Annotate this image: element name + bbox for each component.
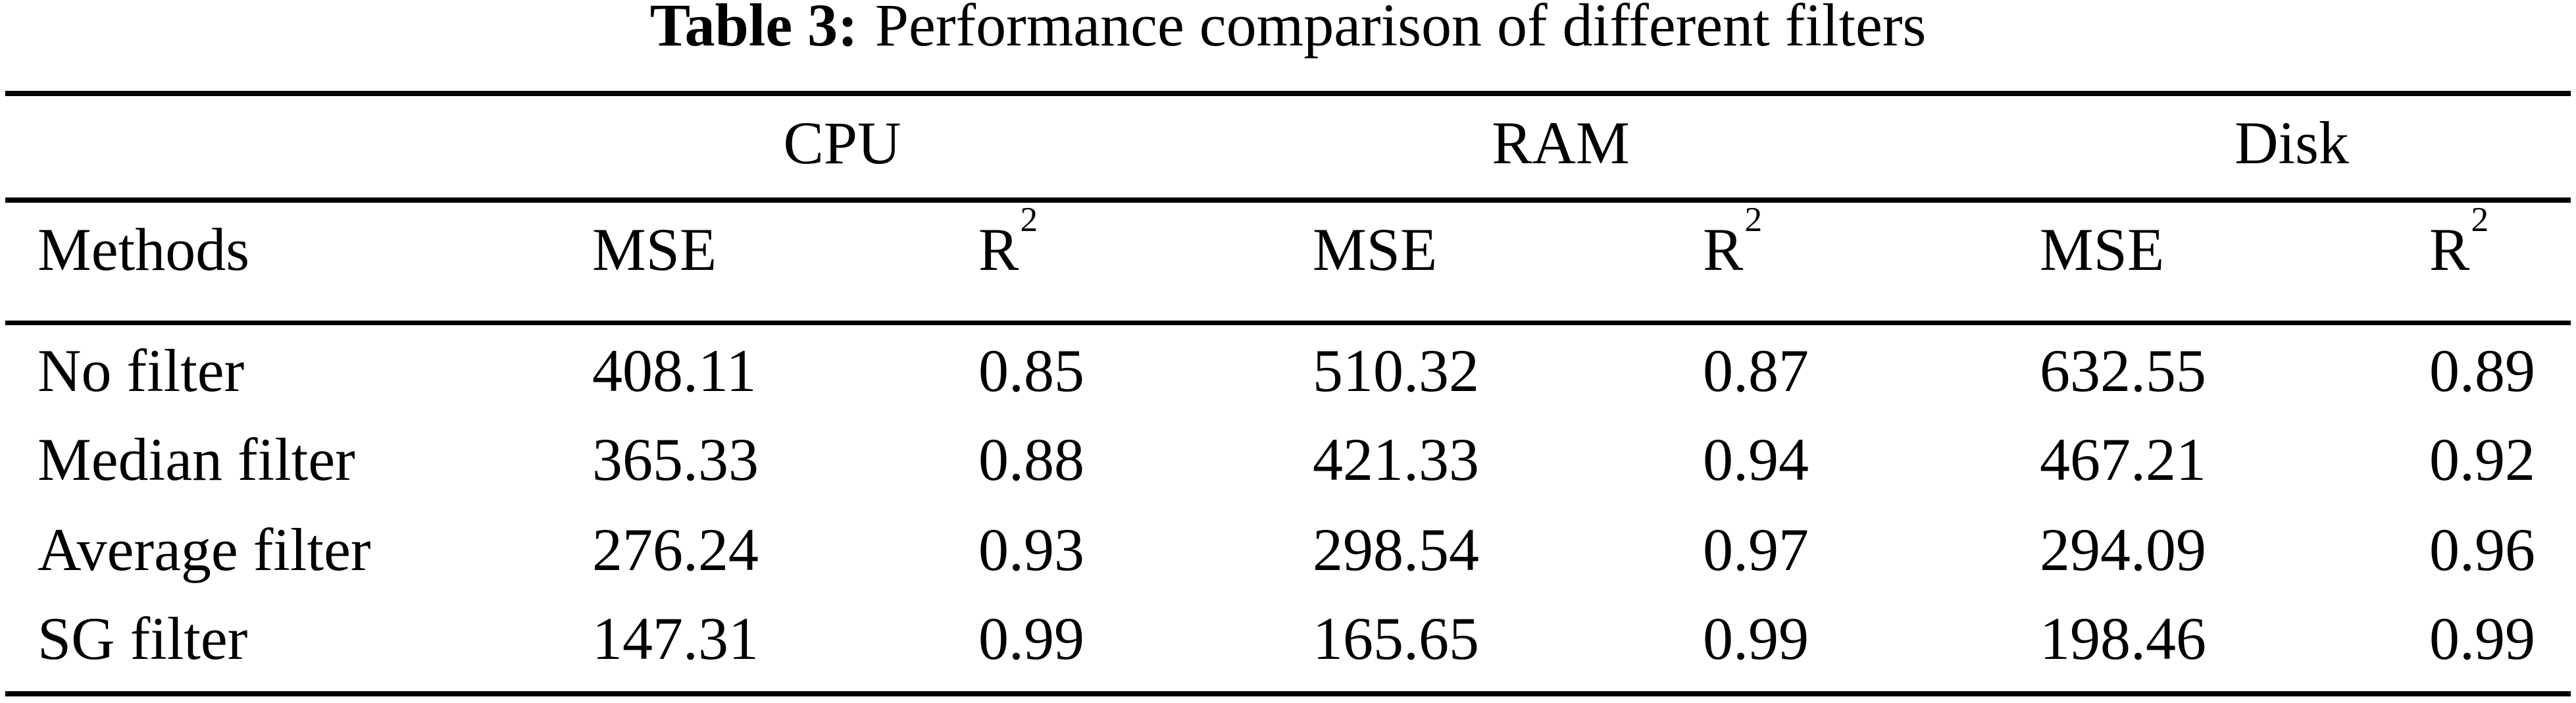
r2-base: R bbox=[1703, 216, 1744, 283]
cpu-mse-value: 276.24 bbox=[592, 516, 759, 583]
ram-r2-value: 0.87 bbox=[1703, 337, 1809, 404]
table-row: No filter 408.11 0.85 510.32 0.87 632.55… bbox=[0, 338, 2576, 404]
r2-exponent: 2 bbox=[2471, 199, 2489, 239]
table-row: Average filter 276.24 0.93 298.54 0.97 2… bbox=[0, 517, 2576, 583]
r2-base: R bbox=[978, 216, 1019, 283]
ram-r2-value: 0.99 bbox=[1703, 605, 1809, 672]
cpu-mse-value: 408.11 bbox=[592, 337, 757, 404]
column-header-mse-disk: MSE bbox=[2040, 216, 2165, 283]
column-header-methods: Methods bbox=[38, 216, 249, 283]
group-header-cpu: CPU bbox=[783, 109, 901, 176]
table-caption-number: Table 3: bbox=[649, 0, 858, 59]
disk-r2-value: 0.96 bbox=[2429, 516, 2535, 583]
cpu-mse-value: 147.31 bbox=[592, 605, 759, 672]
column-header-mse-cpu: MSE bbox=[592, 216, 717, 283]
disk-mse-value: 467.21 bbox=[2040, 426, 2206, 493]
table-caption: Table 3: Performance comparison of differ… bbox=[0, 0, 2576, 58]
cpu-r2-value: 0.99 bbox=[978, 605, 1084, 672]
method-name: SG filter bbox=[38, 605, 248, 672]
table-rule-below-headers bbox=[5, 321, 2571, 325]
column-header-row: Methods MSE R2 MSE R2 MSE R2 bbox=[0, 201, 2576, 283]
group-header-ram: RAM bbox=[1492, 109, 1630, 176]
ram-mse-value: 510.32 bbox=[1313, 337, 1479, 404]
cpu-r2-value: 0.88 bbox=[978, 426, 1084, 493]
cpu-mse-value: 365.33 bbox=[592, 426, 759, 493]
column-header-r2-disk: R2 bbox=[2429, 201, 2576, 283]
r2-exponent: 2 bbox=[1744, 199, 1763, 239]
table-row: Median filter 365.33 0.88 421.33 0.94 46… bbox=[0, 427, 2576, 492]
disk-r2-value: 0.99 bbox=[2429, 605, 2535, 672]
column-header-mse-ram: MSE bbox=[1313, 216, 1438, 283]
table-rule-below-groups bbox=[5, 197, 2571, 203]
ram-r2-value: 0.97 bbox=[1703, 516, 1809, 583]
disk-r2-value: 0.89 bbox=[2429, 337, 2535, 404]
disk-mse-value: 198.46 bbox=[2040, 605, 2206, 672]
disk-mse-value: 632.55 bbox=[2040, 337, 2206, 404]
table-caption-text: Performance comparison of different filt… bbox=[874, 0, 1927, 59]
group-header-disk: Disk bbox=[2235, 109, 2349, 176]
method-name: No filter bbox=[38, 337, 245, 404]
ram-mse-value: 298.54 bbox=[1313, 516, 1479, 583]
column-header-r2-ram: R2 bbox=[1703, 201, 2040, 283]
disk-mse-value: 294.09 bbox=[2040, 516, 2206, 583]
table-rule-bottom bbox=[5, 691, 2571, 696]
ram-r2-value: 0.94 bbox=[1703, 426, 1809, 493]
disk-r2-value: 0.92 bbox=[2429, 426, 2535, 493]
method-name: Average filter bbox=[38, 516, 371, 583]
column-header-r2-cpu: R2 bbox=[978, 201, 1313, 283]
table-row: SG filter 147.31 0.99 165.65 0.99 198.46… bbox=[0, 606, 2576, 671]
ram-mse-value: 165.65 bbox=[1313, 605, 1479, 672]
r2-exponent: 2 bbox=[1020, 199, 1038, 239]
cpu-r2-value: 0.93 bbox=[978, 516, 1084, 583]
ram-mse-value: 421.33 bbox=[1313, 426, 1479, 493]
r2-base: R bbox=[2429, 216, 2470, 283]
method-name: Median filter bbox=[38, 426, 355, 493]
table-rule-top bbox=[5, 91, 2571, 96]
cpu-r2-value: 0.85 bbox=[978, 337, 1084, 404]
